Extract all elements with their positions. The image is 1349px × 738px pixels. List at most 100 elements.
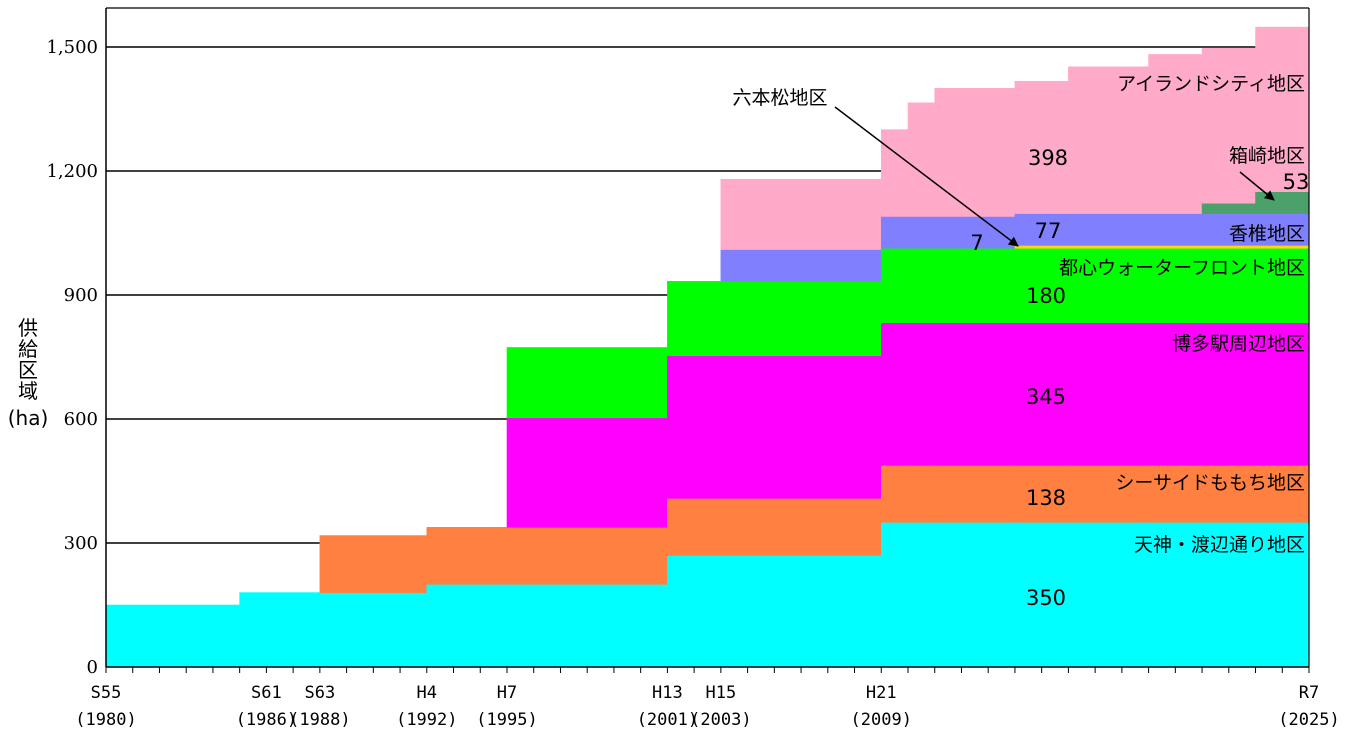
- bar-1-2011: [934, 464, 1016, 523]
- bar-2-2021: [1201, 322, 1256, 466]
- bar-3-2001: [667, 281, 722, 357]
- bar-6-2021: [1201, 202, 1256, 214]
- x-tick-label-era: H13: [652, 683, 683, 703]
- bar-4-2014: [1014, 245, 1069, 249]
- bar-0-1988: [319, 592, 428, 668]
- label-hakata: 博多駅周辺地区: [1172, 333, 1305, 355]
- bar-3-2010: [907, 247, 936, 323]
- bar-0-2011: [934, 522, 1016, 668]
- label-seaside: シーサイドももち地区: [1115, 472, 1305, 494]
- bar-5-2023: [1255, 213, 1310, 246]
- bar-2-2023: [1255, 322, 1310, 466]
- value-ropponmatsu: 7: [970, 231, 983, 255]
- x-tick-label-year: (2025): [1278, 710, 1339, 730]
- bar-2-2011: [934, 322, 1016, 466]
- x-tick-label-era: R7: [1299, 683, 1319, 703]
- bar-2-2001: [667, 355, 722, 499]
- x-tick-label-year: (1980): [75, 710, 136, 730]
- label-waterfront: 都心ウォーターフロント地区: [1059, 257, 1305, 279]
- x-tick-label-year: (1986): [236, 710, 297, 730]
- bar-3-2019: [1148, 247, 1203, 323]
- bar-7-2014: [1014, 81, 1069, 214]
- x-tick-label-era: S63: [305, 683, 336, 703]
- bar-7-2009: [880, 129, 909, 217]
- bar-1-1988: [319, 535, 428, 593]
- y-tick-label: 1,500: [46, 37, 98, 58]
- bar-2-2016: [1068, 322, 1149, 466]
- y-tick-label: 300: [64, 533, 98, 554]
- x-tick-label-year: (1995): [476, 710, 537, 730]
- bar-2-2009: [880, 322, 909, 466]
- bar-5-2016: [1068, 213, 1149, 246]
- label-tenjin: 天神・渡辺通り地区: [1134, 534, 1305, 556]
- value-seaside: 138: [1026, 486, 1066, 510]
- bar-1-2001: [667, 498, 722, 556]
- y-tick-label: 600: [64, 409, 98, 430]
- bar-3-2023: [1255, 247, 1310, 323]
- bar-3-2021: [1201, 247, 1256, 323]
- value-kashii: 77: [1035, 219, 1062, 243]
- bar-7-2003: [720, 178, 882, 250]
- bar-0-2023: [1255, 522, 1310, 668]
- bar-4-2021: [1201, 245, 1256, 249]
- bar-0-1980: [105, 604, 240, 668]
- y-axis-label-char-3: 区: [18, 358, 38, 382]
- bar-7-2023: [1255, 26, 1310, 192]
- bar-7-2010: [907, 102, 936, 217]
- bar-5-2019: [1148, 213, 1203, 246]
- x-tick-label-year: (2003): [690, 710, 751, 730]
- bar-5-2010: [907, 216, 936, 249]
- y-tick-label: 900: [64, 285, 98, 306]
- bar-3-2009: [880, 247, 909, 323]
- bar-1-1992: [426, 526, 508, 585]
- x-tick-label-year: (2001): [637, 710, 698, 730]
- value-tenjin: 350: [1026, 586, 1066, 610]
- axes: [105, 7, 1310, 673]
- bar-0-2021: [1201, 522, 1256, 668]
- x-tick-label-year: (1992): [396, 710, 457, 730]
- label-kashii: 香椎地区: [1229, 223, 1305, 245]
- x-tick-label-era: H7: [497, 683, 517, 703]
- value-waterfront: 180: [1026, 284, 1066, 308]
- bar-4-2016: [1068, 245, 1149, 249]
- x-tick-label-era: S55: [91, 683, 122, 703]
- bar-0-1992: [426, 584, 508, 668]
- bar-0-2009: [880, 522, 909, 668]
- x-tick-label-year: (1988): [289, 710, 350, 730]
- value-labels: 398 53 77 7 180 345 138 350: [970, 146, 1309, 610]
- label-hakozaki: 箱崎地区: [1229, 145, 1305, 167]
- bar-2-1995: [506, 417, 668, 528]
- x-tick-label-era: S61: [251, 683, 282, 703]
- bar-4-2023: [1255, 245, 1310, 249]
- x-tick-label-year: (2009): [851, 710, 912, 730]
- bar-1-2023: [1255, 464, 1310, 523]
- y-axis-label-unit: (ha): [8, 406, 49, 430]
- bar-7-2011: [934, 88, 1016, 217]
- bar-0-1985: [239, 592, 321, 668]
- ropponmatsu-arrow: [834, 106, 1019, 247]
- y-axis-label-char-4: 域: [18, 379, 38, 403]
- bar-7-2019: [1148, 54, 1203, 214]
- y-axis-label-char-1: 供: [18, 316, 38, 340]
- bar-1-2010: [907, 464, 936, 523]
- bar-3-2011: [934, 247, 1016, 323]
- value-island-city: 398: [1028, 146, 1068, 170]
- y-tick-label: 1,200: [46, 161, 98, 182]
- bar-7-2021: [1201, 47, 1256, 204]
- bar-2-2010: [907, 322, 936, 466]
- bar-1-2016: [1068, 464, 1149, 523]
- x-tick-label-era: H4: [417, 683, 437, 703]
- value-hakozaki: 53: [1283, 170, 1310, 194]
- bar-5-2009: [880, 216, 909, 249]
- y-tick-label: 0: [87, 657, 98, 678]
- stacked-areas: [105, 26, 1310, 668]
- bar-0-2001: [667, 555, 722, 668]
- bar-0-2003: [720, 555, 882, 668]
- bar-4-2019: [1148, 245, 1203, 249]
- bar-1-2003: [720, 498, 882, 556]
- x-tick-label-era: H21: [866, 683, 897, 703]
- label-island-city: アイランドシティ地区: [1117, 73, 1305, 95]
- value-hakata: 345: [1026, 385, 1066, 409]
- y-axis-label: 供 給 区 域 (ha): [8, 316, 49, 430]
